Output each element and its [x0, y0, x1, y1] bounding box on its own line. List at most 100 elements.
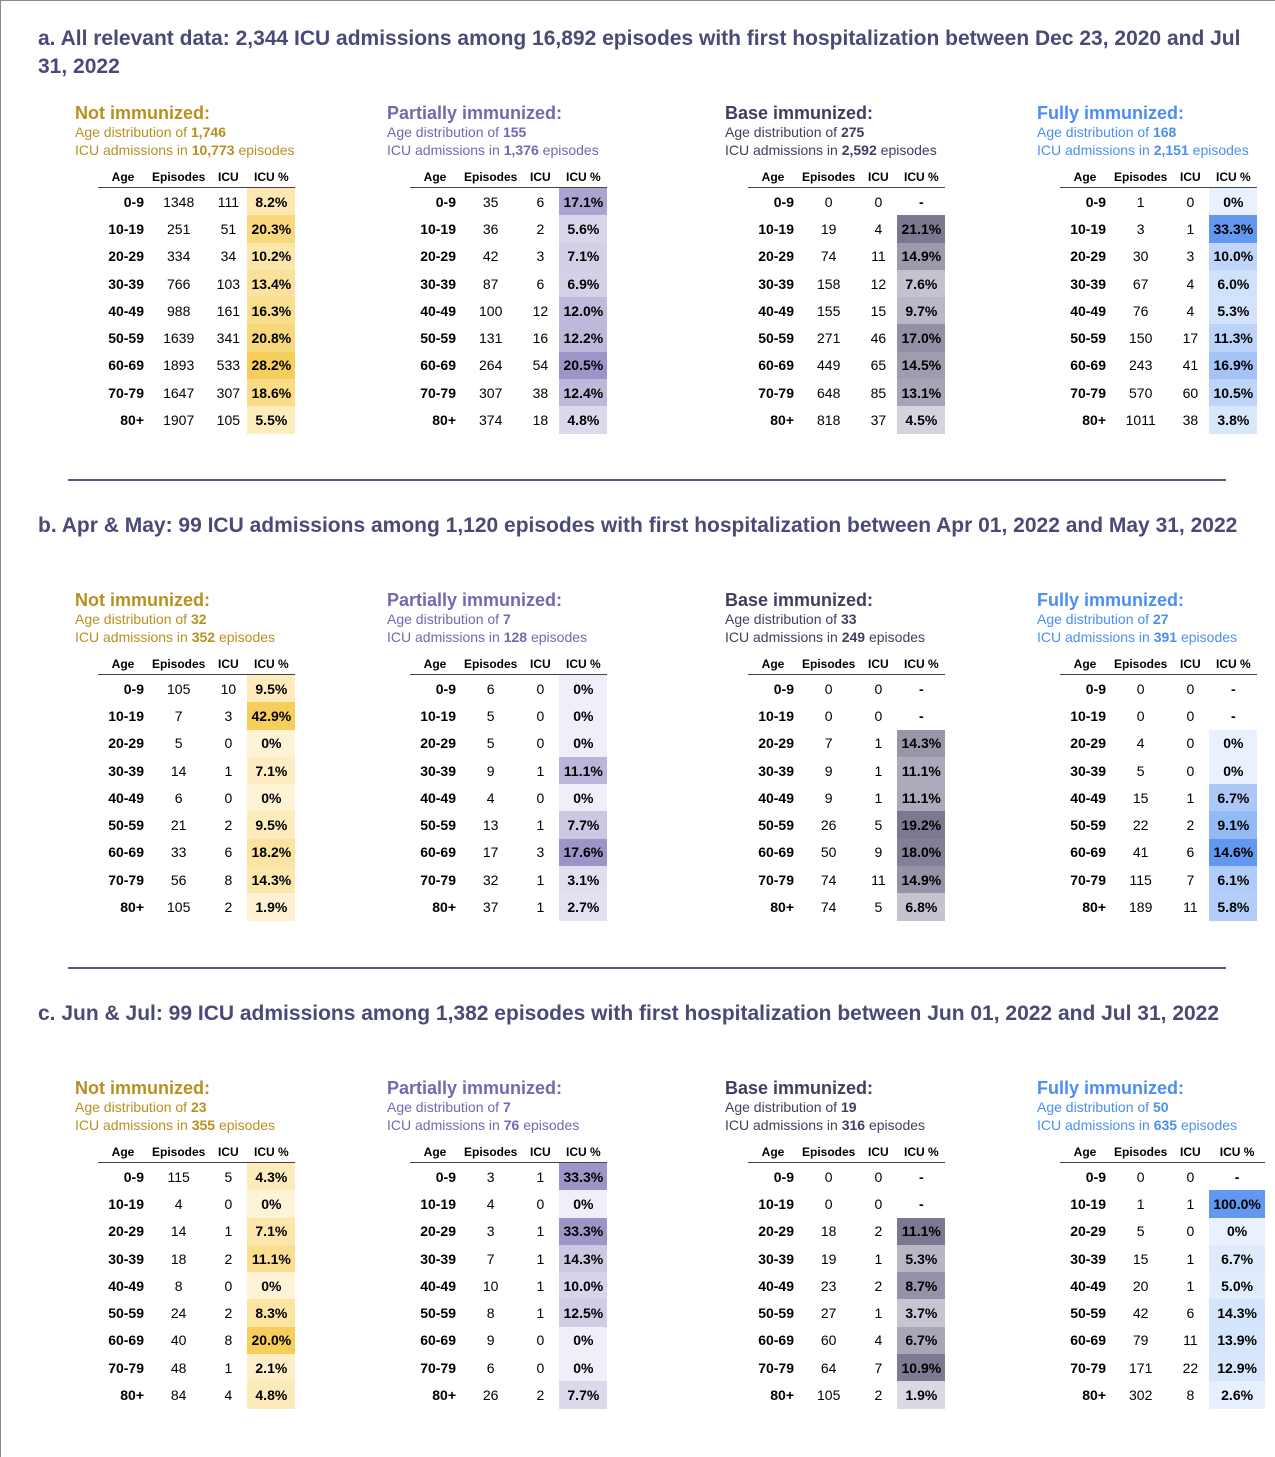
label: episodes — [523, 1117, 580, 1133]
admissions-line: ICU admissions in 352 episodes — [75, 628, 310, 646]
cell: 4 — [224, 1387, 233, 1404]
cell: 5 — [1136, 1223, 1145, 1240]
cell: - — [1234, 1168, 1240, 1185]
group-heading: Not immunized: — [75, 590, 210, 610]
cell: 70-79 — [108, 384, 144, 401]
cell: 2 — [224, 817, 233, 834]
cell: 50-59 — [1070, 330, 1106, 347]
header-row: Age Episodes ICU ICU % — [748, 167, 946, 188]
cell: 30-39 — [758, 762, 794, 779]
label: episodes — [530, 629, 588, 645]
label: episodes — [1180, 629, 1238, 645]
cell: 40-49 — [108, 1277, 144, 1294]
cell: 5.3% — [1209, 297, 1258, 325]
cell: 19.2% — [897, 811, 946, 839]
group-header: Base immunized: Age distribution of 275 IC… — [725, 103, 960, 159]
column-header: ICU — [521, 1142, 560, 1163]
column-header: Age — [748, 1142, 798, 1163]
cell: 11.1% — [897, 1217, 946, 1245]
cell: 33 — [170, 844, 187, 861]
column-header: ICU % — [897, 167, 946, 188]
cell: 40-49 — [420, 302, 456, 319]
age-table: Age Episodes ICU ICU % 0-9 115 5 4.3% 10-19 4 0 0% 2… — [98, 1142, 296, 1409]
cell: 0-9 — [773, 193, 794, 210]
age-table: Age Episodes ICU ICU % 0-9 0 0 - 10-19 0 0 - 20-29 7 1… — [748, 654, 946, 921]
cell: 10-19 — [758, 220, 794, 237]
cell: 0% — [559, 1354, 608, 1382]
cell: 70-79 — [1070, 1359, 1106, 1376]
cell: 1 — [224, 1223, 233, 1240]
icu-total: 19 — [840, 1099, 857, 1115]
cell: 341 — [216, 330, 241, 347]
cell: 1 — [536, 1223, 545, 1240]
distribution-line: Age distribution of 7 — [387, 610, 622, 628]
data-row: 60-69 9 0 0% — [410, 1326, 608, 1355]
data-row: 20-29 7 1 14.3% — [748, 729, 946, 757]
cell: 0 — [1186, 707, 1195, 724]
cell: 0-9 — [1085, 193, 1106, 210]
cell: 0% — [559, 702, 608, 730]
cell: 0 — [536, 789, 545, 806]
data-row: 60-69 41 6 14.6% — [1060, 838, 1258, 867]
label: Age distribution of — [725, 611, 838, 627]
cell: 0-9 — [773, 680, 794, 697]
age-table: Age Episodes ICU ICU % 0-9 1348 111 8.2% 10-19 25… — [98, 167, 296, 434]
cell: 13.9% — [1209, 1326, 1265, 1355]
cell: 6 — [174, 789, 183, 806]
cell: 105 — [216, 412, 241, 429]
cell: 40-49 — [758, 302, 794, 319]
cell: 5.6% — [559, 215, 608, 243]
label: ICU admissions in — [387, 629, 500, 645]
cell: 80+ — [770, 412, 794, 429]
cell: 818 — [817, 412, 841, 429]
cell: 10.0% — [559, 1272, 608, 1300]
cell: 80+ — [432, 899, 456, 916]
cell: 2 — [874, 1387, 883, 1404]
cell: 16.3% — [247, 297, 296, 325]
admissions-line: ICU admissions in 635 episodes — [1037, 1116, 1272, 1134]
cell: 19 — [820, 220, 837, 237]
data-row: 70-79 64 7 10.9% — [748, 1354, 946, 1382]
icu-total: 155 — [502, 124, 527, 140]
distribution-line: Age distribution of 19 — [725, 1098, 960, 1116]
label: episodes — [542, 142, 599, 158]
cell: 37 — [870, 412, 887, 429]
cell: 20-29 — [1070, 248, 1106, 265]
cell: 40-49 — [108, 789, 144, 806]
cell: 0-9 — [435, 193, 456, 210]
cell: 70-79 — [1070, 384, 1106, 401]
label: Age distribution of — [75, 1099, 188, 1115]
cell: 11.1% — [559, 756, 608, 785]
cell: 7 — [1186, 871, 1195, 888]
data-row: 60-69 243 41 16.9% — [1060, 351, 1258, 380]
cell: 1 — [536, 1250, 545, 1267]
cell: 10-19 — [420, 1195, 456, 1212]
cell: 0% — [559, 729, 608, 757]
cell: 30-39 — [108, 275, 144, 292]
cell: 0-9 — [123, 1168, 144, 1185]
cell: 5 — [224, 1168, 233, 1185]
cell: 60 — [820, 1332, 837, 1349]
header-row: Age Episodes ICU ICU % — [1060, 654, 1258, 675]
cell: 30 — [1132, 248, 1149, 265]
section: a. All relevant data: 2,344 ICU admissio… — [1, 25, 1275, 505]
column-header: Age — [98, 167, 148, 188]
data-row: 20-29 14 1 7.1% — [98, 1217, 296, 1245]
cell: 3 — [486, 1168, 495, 1185]
column-header: ICU % — [247, 167, 296, 188]
group-header: Partially immunized: Age distribution of … — [387, 1078, 622, 1134]
cell: 8 — [1186, 1387, 1195, 1404]
section: b. Apr & May: 99 ICU admissions among 1,… — [1, 512, 1275, 992]
icu-total: 27 — [1152, 611, 1169, 627]
label: ICU admissions in — [75, 629, 188, 645]
cell: 1011 — [1125, 412, 1156, 429]
cell: 0 — [824, 680, 833, 697]
cell: 8 — [486, 1305, 495, 1322]
cell: 32 — [482, 871, 499, 888]
column-header: ICU % — [1209, 167, 1258, 188]
cell: 5 — [486, 707, 495, 724]
cell: 56 — [170, 871, 187, 888]
data-row: 40-49 100 12 12.0% — [410, 297, 608, 325]
cell: 42 — [1132, 1305, 1149, 1322]
cell: 0 — [824, 1195, 833, 1212]
